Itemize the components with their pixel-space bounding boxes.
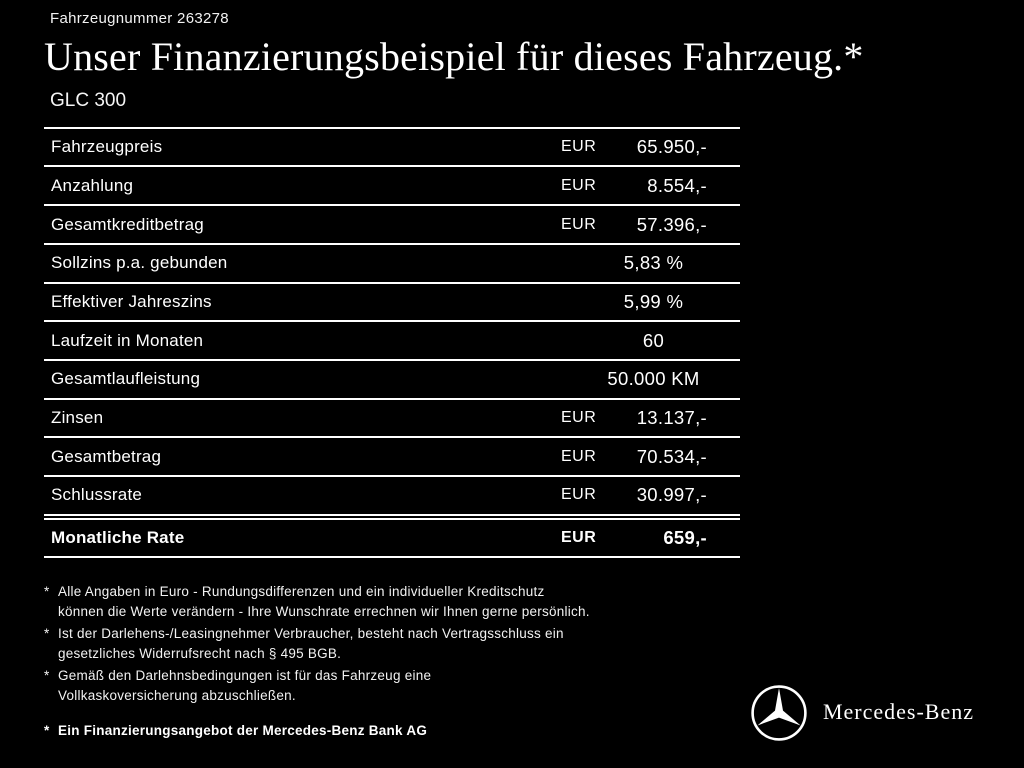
vehicle-model: GLC 300: [50, 89, 127, 111]
footnotes: * Alle Angaben in Euro - Rundungsdiffere…: [44, 582, 764, 741]
row-label: Sollzins p.a. gebunden: [51, 253, 228, 273]
finance-table: Fahrzeugpreis EUR 65.950,- Anzahlung EUR…: [44, 126, 740, 559]
footnote-marker: *: [44, 723, 50, 739]
footnote-marker: *: [44, 668, 50, 684]
row-value-area: EUR 659,-: [561, 527, 740, 549]
row-value-area: EUR 65.950,-: [561, 136, 740, 158]
row-currency: EUR: [561, 447, 597, 465]
table-row: Anzahlung EUR 8.554,-: [44, 165, 740, 204]
footnote: * Alle Angaben in Euro - Rundungsdiffere…: [44, 582, 764, 621]
row-value-area: EUR 8.554,-: [561, 175, 740, 197]
footnote-marker: *: [44, 584, 50, 600]
footnote-text: Ist der Darlehens-/Leasingnehmer Verbrau…: [58, 626, 564, 661]
row-value: 57.396,-: [636, 213, 707, 235]
row-label: Fahrzeugpreis: [51, 137, 163, 157]
row-label: Gesamtkreditbetrag: [51, 214, 204, 234]
brand-wordmark: Mercedes-Benz: [822, 699, 974, 724]
table-row: Schlussrate EUR 30.997,-: [44, 474, 740, 514]
row-value-area: 5,99 %: [561, 291, 740, 313]
row-currency: EUR: [561, 138, 597, 156]
row-label: Gesamtbetrag: [51, 446, 162, 466]
row-value: 70.534,-: [636, 445, 707, 467]
row-currency: EUR: [561, 486, 597, 504]
footnote-text: Alle Angaben in Euro - Rundungsdifferenz…: [58, 584, 590, 619]
row-value: 65.950,-: [636, 136, 707, 158]
row-currency: EUR: [561, 408, 597, 426]
row-value: 30.997,-: [636, 484, 707, 506]
row-value-area: 60: [561, 330, 740, 352]
row-currency: EUR: [561, 176, 597, 194]
footnote: * Ein Finanzierungsangebot der Mercedes-…: [44, 721, 764, 741]
table-row: Zinsen EUR 13.137,-: [44, 397, 740, 437]
row-label: Monatliche Rate: [51, 528, 185, 548]
table-row: Effektiver Jahreszins 5,99 %: [44, 281, 740, 321]
table-row: Gesamtkreditbetrag EUR 57.396,-: [44, 204, 740, 243]
row-value: 8.554,-: [647, 174, 707, 196]
page-title: Unser Finanzierungsbeispiel für dieses F…: [44, 34, 864, 79]
brand-area: Mercedes-Benz: [750, 684, 974, 742]
row-value-area: 50.000 KM: [561, 368, 740, 390]
row-label: Effektiver Jahreszins: [51, 291, 212, 311]
row-value: 50.000 KM: [607, 368, 700, 390]
table-row: Monatliche Rate EUR 659,-: [44, 513, 740, 557]
footnote-marker: *: [44, 626, 50, 642]
row-label: Zinsen: [51, 407, 104, 427]
vehicle-number: Fahrzeugnummer 263278: [50, 10, 229, 27]
table-row: Laufzeit in Monaten 60: [44, 320, 740, 359]
row-value: 13.137,-: [636, 406, 707, 428]
row-value: 5,83 %: [623, 252, 684, 274]
row-value-area: EUR 13.137,-: [561, 407, 740, 429]
table-row: Sollzins p.a. gebunden 5,83 %: [44, 242, 740, 282]
row-value: 60: [642, 329, 665, 351]
table-row: Gesamtlaufleistung 50.000 KM: [44, 358, 740, 398]
footnote: * Gemäß den Darlehnsbedingungen ist für …: [44, 666, 764, 705]
row-value: 659,-: [663, 527, 707, 549]
row-label: Schlussrate: [51, 485, 143, 505]
footnote-text: Gemäß den Darlehnsbedingungen ist für da…: [58, 668, 432, 703]
row-label: Anzahlung: [51, 175, 134, 195]
row-label: Gesamtlaufleistung: [51, 369, 201, 389]
row-value: 5,99 %: [623, 290, 684, 312]
footnote-text: Ein Finanzierungsangebot der Mercedes-Be…: [58, 723, 428, 739]
row-value-area: EUR 30.997,-: [561, 484, 740, 506]
row-label: Laufzeit in Monaten: [51, 330, 204, 350]
row-currency: EUR: [561, 529, 597, 547]
table-row: Fahrzeugpreis EUR 65.950,-: [44, 126, 740, 166]
row-value-area: EUR 70.534,-: [561, 446, 740, 468]
row-value-area: EUR 57.396,-: [561, 214, 740, 236]
footnote: * Ist der Darlehens-/Leasingnehmer Verbr…: [44, 624, 764, 663]
row-currency: EUR: [561, 215, 597, 233]
row-value-area: 5,83 %: [561, 252, 740, 274]
mercedes-star-icon: [751, 685, 807, 741]
table-row: Gesamtbetrag EUR 70.534,-: [44, 436, 740, 475]
